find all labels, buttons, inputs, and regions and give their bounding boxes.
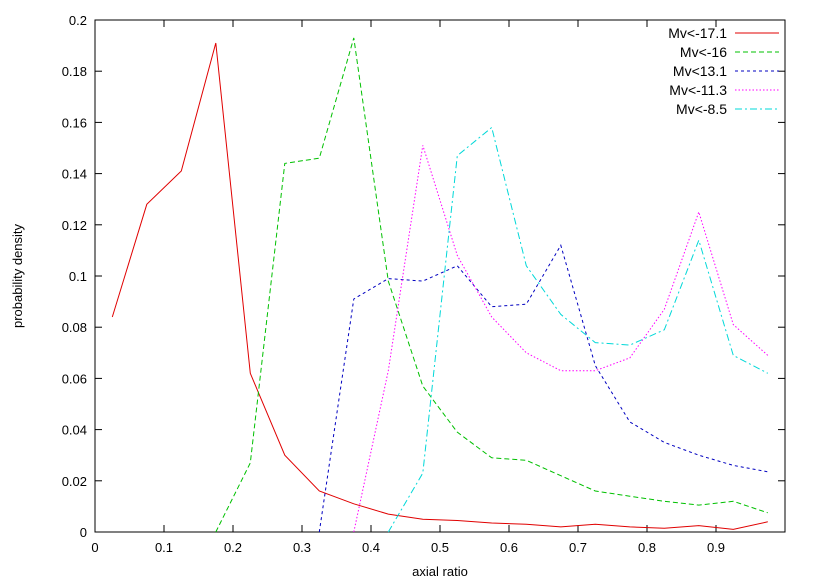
y-tick-label: 0.14	[62, 167, 87, 182]
legend-label: Mv<-11.3	[669, 82, 727, 98]
x-tick-label: 0.9	[707, 540, 725, 555]
series-line-1	[111, 42, 768, 530]
axis-ticks	[94, 19, 785, 533]
legend-label: Mv<-17.1	[668, 25, 727, 41]
y-tick-label: 0.08	[62, 320, 87, 335]
x-tick-label: 0.3	[293, 540, 311, 555]
y-tick-label: 0.06	[62, 371, 87, 386]
y-tick-label: 0.18	[62, 64, 87, 79]
x-tick-label: 0.6	[500, 540, 518, 555]
x-tick-label: 0	[91, 540, 98, 555]
series-line-4	[353, 145, 769, 533]
series-line-3	[318, 244, 768, 533]
series-line-2	[215, 37, 768, 533]
x-tick-label: 0.2	[224, 540, 242, 555]
y-tick-label: 0.02	[62, 474, 87, 489]
x-tick-label: 0.4	[362, 540, 380, 555]
x-tick-label: 0.1	[155, 540, 173, 555]
y-tick-label: 0.16	[62, 115, 87, 130]
axis-tick-labels: 0 0.1 0.2 0.3 0.4 0.5 0.6 0.7 0.8 0.9 0 0.02 0.04 0.0…	[62, 13, 725, 555]
y-tick-label: 0.2	[69, 13, 87, 28]
x-tick-label: 0.5	[431, 540, 449, 555]
y-tick-label: 0	[80, 525, 87, 540]
legend-label: Mv<-8.5	[676, 101, 727, 117]
data-series	[111, 37, 769, 533]
legend-label: Mv<-16	[680, 44, 727, 60]
y-axis-label: probability density	[10, 223, 25, 328]
x-tick-label: 0.8	[638, 540, 656, 555]
series-line-5	[387, 126, 769, 533]
x-tick-label: 0.7	[569, 540, 587, 555]
y-tick-label: 0.12	[62, 218, 87, 233]
y-tick-label: 0.04	[62, 423, 87, 438]
legend: Mv<-17.1 Mv<-16 Mv<13.1 Mv<-11.3 Mv<-8.5	[668, 25, 779, 117]
legend-label: Mv<13.1	[673, 63, 727, 79]
y-tick-label: 0.1	[69, 269, 87, 284]
x-axis-label: axial ratio	[412, 564, 468, 579]
